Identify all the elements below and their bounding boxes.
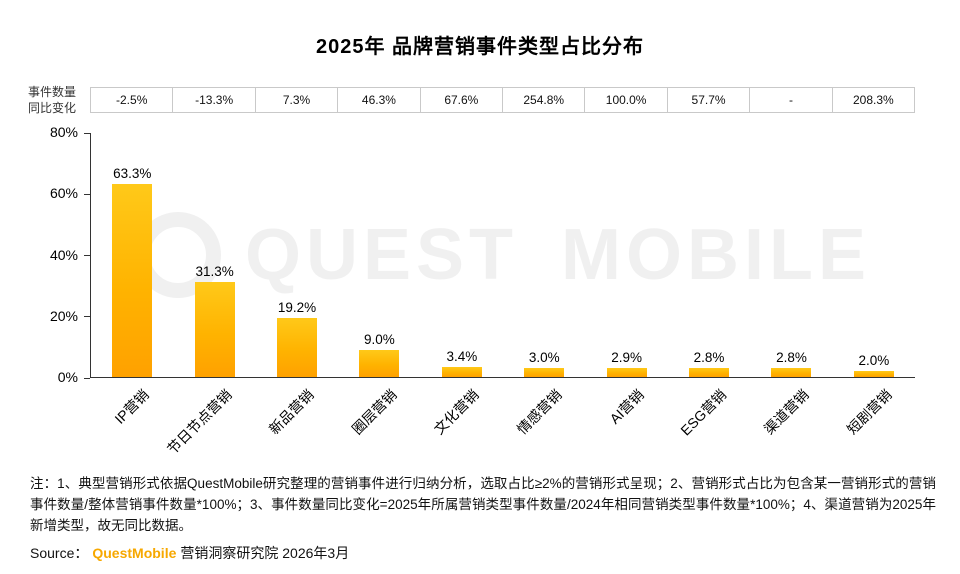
ytick-mark xyxy=(84,316,90,318)
bar-column: 3.4% xyxy=(421,133,503,377)
x-label-slot: 情感营销 xyxy=(503,383,586,473)
bar-value-label: 2.9% xyxy=(611,350,643,366)
category-label: 情感营销 xyxy=(513,386,565,438)
yoy-cell: 100.0% xyxy=(585,88,668,112)
ytick-label: 80% xyxy=(49,124,78,140)
x-label-slot: ESG营销 xyxy=(668,383,751,473)
bar-column: 2.8% xyxy=(750,133,832,377)
bar-column: 2.8% xyxy=(668,133,750,377)
yoy-cell: 57.7% xyxy=(668,88,751,112)
bar-value-label: 3.4% xyxy=(446,348,478,364)
bar: 9.0% xyxy=(359,332,400,377)
bar-column: 2.9% xyxy=(585,133,667,377)
bar-column: 9.0% xyxy=(338,133,420,377)
ytick-mark xyxy=(84,132,90,134)
ytick-label: 0% xyxy=(57,369,78,385)
yoy-axis-label-line1: 事件数量 xyxy=(28,85,77,99)
category-label: IP营销 xyxy=(111,386,152,427)
x-label-slot: IP营销 xyxy=(90,383,173,473)
yoy-cell: 208.3% xyxy=(853,93,894,107)
yoy-cell: -13.3% xyxy=(173,88,256,112)
bar: 2.0% xyxy=(853,353,894,377)
bar: 2.8% xyxy=(771,350,812,377)
bar: 2.9% xyxy=(606,350,647,377)
bar: 2.8% xyxy=(689,350,730,377)
category-label: 圈层营销 xyxy=(348,386,400,438)
bar-column: 63.3% xyxy=(91,133,173,377)
category-label: 文化营销 xyxy=(431,386,482,438)
bars: 63.3% 31.3% 19.2% 9.0% 3.4% 3.0% 2.9% 2.8% 2.8% 2… xyxy=(91,133,915,377)
y-axis: 0% 20% 40% 60% 80% xyxy=(0,124,90,385)
yoy-cell: 46.3% xyxy=(338,88,421,112)
ytick-label: 40% xyxy=(49,246,78,263)
ytick-mark xyxy=(84,255,90,256)
bar-column: 3.0% xyxy=(503,133,585,377)
bar-value-label: 9.0% xyxy=(364,331,395,347)
bar: 3.0% xyxy=(524,350,565,377)
ytick-mark xyxy=(84,193,90,195)
x-label-slot: AI营销 xyxy=(585,383,668,473)
ytick-label: 60% xyxy=(49,185,78,202)
footnotes: 注：1、典型营销形式依据QuestMobile研究整理的营销事件进行归纳分析，选… xyxy=(30,476,936,533)
ytick-mark xyxy=(84,377,90,379)
yoy-row: -2.5% -13.3% 7.3% 46.3% 67.6% 254.8% 100.0% 57.… xyxy=(90,87,915,113)
ytick-label: 20% xyxy=(49,307,78,324)
bar-column: 2.0% xyxy=(833,133,915,377)
x-label-slot: 节日节点营销 xyxy=(164,383,256,473)
source-suffix: 营销洞察研究院 2026年3月 xyxy=(180,545,350,561)
bar-value-label: 31.3% xyxy=(195,263,234,279)
bar: 19.2% xyxy=(277,300,318,377)
yoy-cell: - xyxy=(750,88,833,112)
bar-value-label: 3.0% xyxy=(528,349,560,365)
x-labels: IP营销 节日节点营销 新品营销 圈层营销 文化营销 情感营销 AI营销 ESG营销 渠道营销短… xyxy=(90,383,915,473)
chart-title: 2025年 品牌营销事件类型占比分布 xyxy=(315,36,645,58)
x-label-slot: 短剧营销 xyxy=(833,383,916,473)
bar-column: 31.3% xyxy=(173,133,255,377)
bar: 63.3% xyxy=(112,166,153,377)
yoy-cell: 67.6% xyxy=(421,88,504,112)
source-brand: QuestMobile xyxy=(92,545,177,561)
bar-value-label: 63.3% xyxy=(113,165,152,181)
x-label-slot: 圈层营销 xyxy=(338,383,421,473)
category-label: 新品营销 xyxy=(266,386,317,438)
bar-column: 19.2% xyxy=(256,133,338,377)
x-label-slot: 渠道营销 xyxy=(750,383,833,473)
category-label: ESG营销 xyxy=(677,386,730,439)
yoy-cell: 254.8% xyxy=(503,88,586,112)
source-line: Source： QuestMobile 营销洞察研究院 2026年3月 xyxy=(30,543,349,563)
x-label-slot: 文化营销 xyxy=(420,383,503,473)
yoy-cell: 7.3% xyxy=(256,88,339,112)
yoy-axis-label: 事件数量 同比变化 xyxy=(28,85,76,116)
category-label: 短剧营销 xyxy=(843,386,895,438)
category-label: 渠道营销 xyxy=(761,386,812,438)
category-label: AI营销 xyxy=(606,386,647,427)
bar-value-label: 19.2% xyxy=(277,300,317,316)
plot-area: QUEST MOBILE 63.3% 31.3% 19.2% 9.0% 3.4% 3.0%… xyxy=(90,133,915,378)
yoy-axis-label-line2: 同比变化 xyxy=(28,100,77,115)
bar-value-label: 2.0% xyxy=(858,352,890,368)
bar: 3.4% xyxy=(441,349,482,377)
bar-value-label: 2.8% xyxy=(693,350,725,366)
category-label: 节日节点营销 xyxy=(163,386,235,458)
bar-value-label: 2.8% xyxy=(776,350,807,366)
x-label-slot: 新品营销 xyxy=(255,383,338,473)
source-prefix: Source： xyxy=(30,545,89,561)
yoy-cell: -2.5% xyxy=(91,88,174,112)
bar: 31.3% xyxy=(194,264,235,377)
